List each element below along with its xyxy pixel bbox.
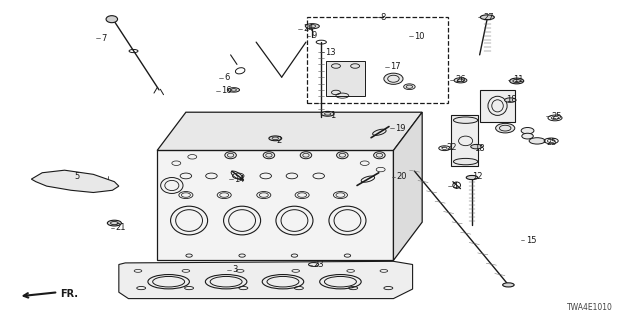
Ellipse shape xyxy=(454,78,467,83)
Ellipse shape xyxy=(384,73,403,84)
Text: 4: 4 xyxy=(453,182,458,191)
Text: TWA4E1010: TWA4E1010 xyxy=(566,303,612,312)
Text: 17: 17 xyxy=(390,62,401,71)
Text: 25: 25 xyxy=(551,112,562,121)
Ellipse shape xyxy=(108,220,122,226)
Text: 24: 24 xyxy=(303,24,314,33)
Ellipse shape xyxy=(454,117,477,123)
Text: 22: 22 xyxy=(447,143,457,152)
Text: 2: 2 xyxy=(276,136,282,145)
Polygon shape xyxy=(326,61,365,96)
Ellipse shape xyxy=(263,152,275,159)
Text: 8: 8 xyxy=(381,13,386,22)
Ellipse shape xyxy=(269,136,282,141)
Text: 12: 12 xyxy=(472,172,483,181)
Ellipse shape xyxy=(467,175,477,180)
Ellipse shape xyxy=(480,15,494,20)
Text: 6: 6 xyxy=(224,73,230,82)
Ellipse shape xyxy=(225,152,236,159)
Text: 5: 5 xyxy=(74,172,79,181)
Text: 19: 19 xyxy=(396,124,406,132)
Ellipse shape xyxy=(522,133,533,139)
Text: 25: 25 xyxy=(547,138,557,147)
Ellipse shape xyxy=(470,144,482,149)
Text: 26: 26 xyxy=(456,75,466,84)
Ellipse shape xyxy=(305,24,319,29)
Text: 10: 10 xyxy=(415,32,425,41)
Text: 13: 13 xyxy=(325,48,336,57)
Text: 18: 18 xyxy=(474,144,485,153)
Ellipse shape xyxy=(337,152,348,159)
Text: 9: 9 xyxy=(312,31,317,40)
Ellipse shape xyxy=(106,16,118,23)
Ellipse shape xyxy=(454,158,477,165)
Ellipse shape xyxy=(509,78,524,84)
Bar xyxy=(307,17,448,103)
Ellipse shape xyxy=(504,98,516,102)
Text: 14: 14 xyxy=(234,175,244,184)
Ellipse shape xyxy=(495,123,515,133)
Ellipse shape xyxy=(228,88,239,92)
Ellipse shape xyxy=(521,127,534,134)
Ellipse shape xyxy=(300,152,312,159)
Text: 23: 23 xyxy=(314,260,324,269)
Text: 1: 1 xyxy=(330,111,335,120)
Polygon shape xyxy=(157,150,394,260)
Text: 3: 3 xyxy=(232,265,237,275)
Text: 15: 15 xyxy=(525,236,536,245)
Text: 21: 21 xyxy=(116,223,126,232)
Text: 18: 18 xyxy=(506,95,517,104)
Polygon shape xyxy=(394,112,422,260)
Ellipse shape xyxy=(321,111,334,116)
Text: 7: 7 xyxy=(102,34,107,43)
Text: FR.: FR. xyxy=(60,289,78,299)
Ellipse shape xyxy=(404,84,415,90)
Text: 16: 16 xyxy=(221,86,232,95)
Polygon shape xyxy=(119,261,413,299)
Polygon shape xyxy=(31,170,119,193)
Text: 27: 27 xyxy=(483,13,494,22)
Text: 11: 11 xyxy=(513,75,524,84)
Ellipse shape xyxy=(502,283,514,287)
Text: 20: 20 xyxy=(397,172,407,181)
Ellipse shape xyxy=(529,138,545,144)
Polygon shape xyxy=(451,116,478,166)
Ellipse shape xyxy=(374,152,385,159)
Bar xyxy=(479,90,515,122)
Polygon shape xyxy=(157,112,422,150)
